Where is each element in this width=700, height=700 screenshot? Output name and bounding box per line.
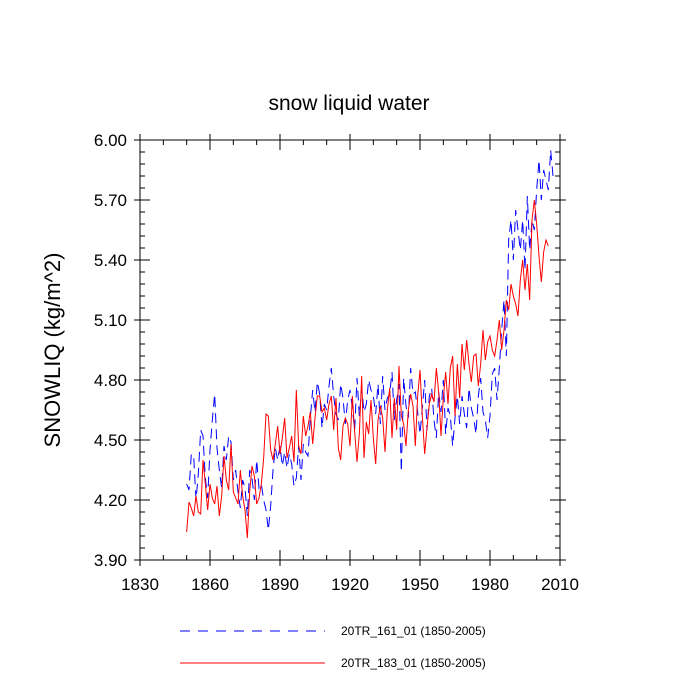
y-tick-label: 5.70 bbox=[94, 191, 127, 210]
series-line-2 bbox=[186, 199, 549, 539]
legend: 20TR_161_01 (1850-2005) 20TR_183_01 (1850… bbox=[180, 624, 486, 670]
series-line-1 bbox=[186, 149, 554, 531]
y-tick-label: 4.20 bbox=[94, 491, 127, 510]
series-layer bbox=[186, 149, 554, 539]
y-tick-label: 4.50 bbox=[94, 431, 127, 450]
x-tick-label: 2010 bbox=[541, 575, 579, 594]
legend-label-2: 20TR_183_01 (1850-2005) bbox=[341, 656, 486, 670]
x-tick-label: 1860 bbox=[191, 575, 229, 594]
x-tick-label: 1890 bbox=[261, 575, 299, 594]
y-tick-label: 4.80 bbox=[94, 371, 127, 390]
x-tick-label: 1920 bbox=[331, 575, 369, 594]
y-tick-label: 3.90 bbox=[94, 551, 127, 570]
y-tick-label: 6.00 bbox=[94, 131, 127, 150]
y-tick-label: 5.40 bbox=[94, 251, 127, 270]
y-tick-label: 5.10 bbox=[94, 311, 127, 330]
x-tick-label: 1830 bbox=[121, 575, 159, 594]
plot-frame bbox=[139, 139, 561, 561]
y-axis-label: SNOWLIQ (kg/m^2) bbox=[40, 253, 65, 448]
ticks-layer: 1830 1860 1890 1920 1950 1980 2010 3.90 4.20 4.50… bbox=[94, 131, 579, 594]
x-tick-label: 1950 bbox=[401, 575, 439, 594]
x-tick-label: 1980 bbox=[471, 575, 509, 594]
chart-title: snow liquid water bbox=[268, 92, 429, 115]
legend-label-1: 20TR_161_01 (1850-2005) bbox=[341, 624, 486, 638]
